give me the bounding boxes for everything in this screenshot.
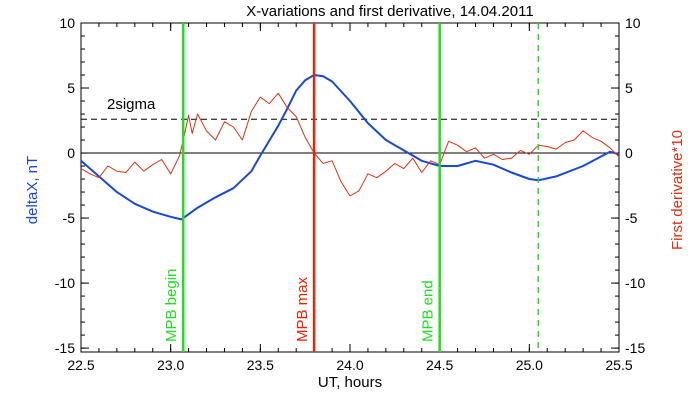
x-tick-label: 23.0 xyxy=(157,357,184,373)
y-right-tick-label: 10 xyxy=(625,15,641,31)
y-left-tick-label: 0 xyxy=(67,145,75,161)
marker-label: MPB end xyxy=(420,280,437,342)
y-right-tick-label: 5 xyxy=(625,80,633,96)
y-left-tick-label: -10 xyxy=(55,275,75,291)
y-left-tick-label: 10 xyxy=(59,15,75,31)
y-right-tick-label: -5 xyxy=(625,210,638,226)
y-left-tick-label: 5 xyxy=(67,80,75,96)
x-tick-label: 22.5 xyxy=(67,357,94,373)
y-right-tick-label: -10 xyxy=(625,275,645,291)
y-right-tick-label: 0 xyxy=(625,145,633,161)
x-tick-label: 23.5 xyxy=(247,357,274,373)
x-tick-label: 25.5 xyxy=(605,357,632,373)
y-axis-left-label: deltaX, nT xyxy=(24,156,41,224)
x-axis-label: UT, hours xyxy=(318,374,382,391)
x-tick-label: 24.5 xyxy=(426,357,453,373)
marker-label: MPB begin xyxy=(163,269,180,342)
y-left-tick-label: -5 xyxy=(63,210,76,226)
x-tick-label: 25.0 xyxy=(516,357,543,373)
threshold-label: 2sigma xyxy=(107,96,156,113)
marker-label: MPB max xyxy=(294,276,311,342)
derivative-series-line xyxy=(80,92,620,197)
y-axis-right-label: First derivative*10 xyxy=(669,130,686,250)
deltax-series-line xyxy=(80,74,620,221)
y-left-tick-label: -15 xyxy=(55,340,75,356)
y-right-tick-label: -15 xyxy=(625,340,645,356)
x-tick-label: 24.0 xyxy=(336,357,363,373)
chart-title: X-variations and first derivative, 14.04… xyxy=(246,3,533,20)
plot-area: 22.5 23.0 23.5 24.0 24.5 25.0 25.5 10 5 0 -5 -10 -15… xyxy=(55,15,646,373)
